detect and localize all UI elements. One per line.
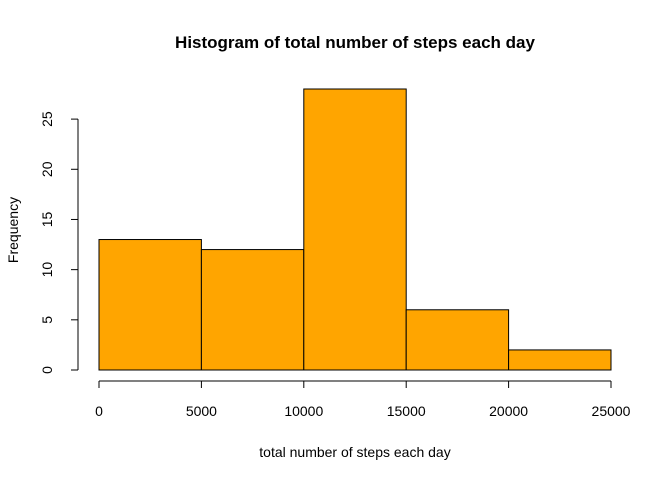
- x-tick-label-4: 20000: [489, 403, 528, 419]
- histogram-bar-4: [508, 349, 612, 371]
- y-tick-label-2: 10: [39, 262, 55, 278]
- y-axis: 0 5 10 15 20 25: [39, 111, 79, 374]
- y-tick-label-1: 5: [39, 316, 55, 324]
- y-tick-label-0: 0: [39, 366, 55, 374]
- x-tick-label-0: 0: [95, 403, 103, 419]
- histogram-bar-1: [200, 249, 305, 371]
- histogram-bar-0: [98, 239, 202, 371]
- x-axis: 0 5000 10000 15000 20000 25000: [95, 380, 631, 419]
- x-tick-label-5: 25000: [592, 403, 631, 419]
- histogram-bar-2: [303, 88, 407, 371]
- y-tick-label-3: 15: [39, 211, 55, 227]
- y-tick-label-4: 20: [39, 161, 55, 177]
- x-tick-label-2: 10000: [284, 403, 323, 419]
- histogram-bar-3: [405, 309, 510, 371]
- x-axis-label: total number of steps each day: [259, 444, 450, 460]
- chart-title: Histogram of total number of steps each …: [175, 33, 535, 52]
- y-tick-label-5: 25: [39, 111, 55, 127]
- y-axis-label: Frequency: [5, 197, 21, 263]
- x-tick-label-3: 15000: [387, 403, 426, 419]
- bars-group: [98, 88, 612, 371]
- x-tick-label-1: 5000: [186, 403, 217, 419]
